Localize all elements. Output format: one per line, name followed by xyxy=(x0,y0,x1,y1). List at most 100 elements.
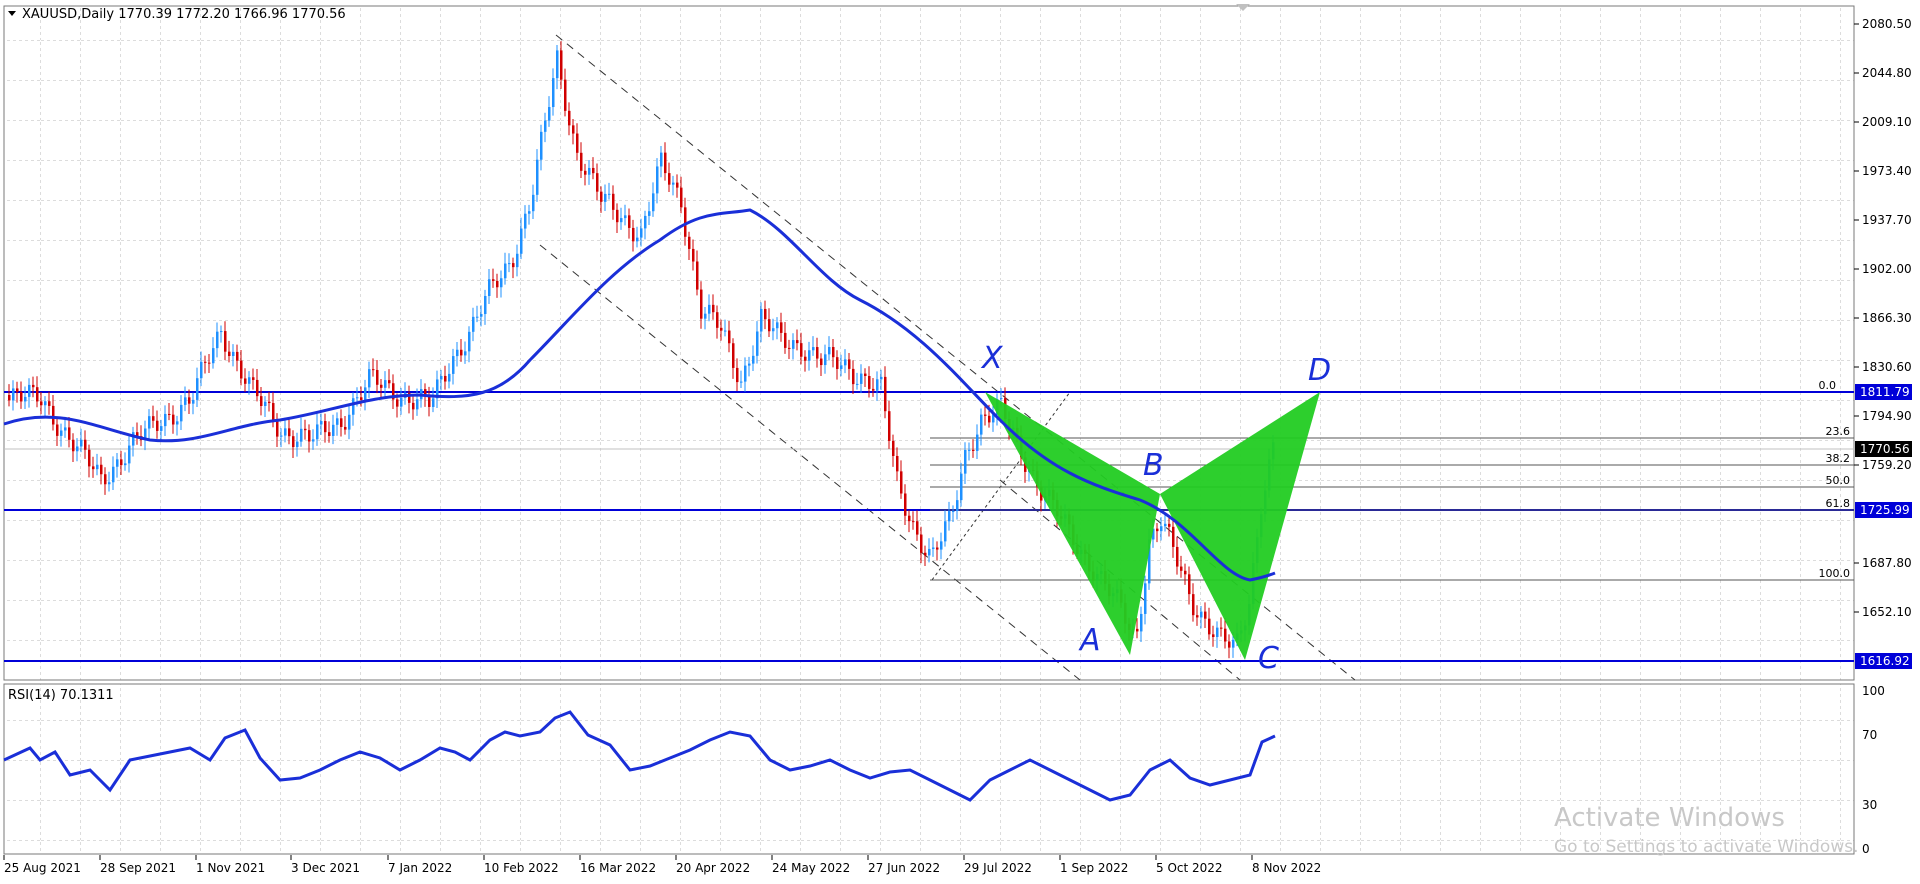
candle-body xyxy=(288,428,291,437)
candle-body xyxy=(484,296,487,315)
candle-body xyxy=(112,466,115,483)
candle-body xyxy=(316,424,319,440)
fib-level-61: 61.8 xyxy=(1826,497,1851,510)
candle-body xyxy=(780,322,783,333)
candle-body xyxy=(312,439,315,442)
candle-body xyxy=(392,383,395,400)
candle-body xyxy=(252,377,255,380)
candle-body xyxy=(1200,611,1203,618)
candle-body xyxy=(408,393,411,403)
date-label: 5 Oct 2022 xyxy=(1156,861,1223,875)
channel-lower-line[interactable] xyxy=(539,244,1081,681)
fib-diagonal-line[interactable] xyxy=(931,391,1071,581)
candle-body xyxy=(220,331,223,333)
candle-body xyxy=(792,340,795,349)
candle-body xyxy=(724,330,727,332)
price-pane[interactable] xyxy=(3,5,1855,681)
candle-body xyxy=(948,511,951,522)
candle-body xyxy=(536,159,539,195)
candle-body xyxy=(968,449,971,451)
candle-body xyxy=(164,413,167,427)
fibonacci-retracement[interactable]: 0.0 23.6 38.2 50.0 61.8 100.0 xyxy=(930,379,1854,581)
candle-body xyxy=(264,401,267,407)
candle-body xyxy=(400,397,403,407)
candle-body xyxy=(20,391,23,402)
candle-body xyxy=(52,405,55,425)
candle-body xyxy=(136,432,139,437)
candle-body xyxy=(892,440,895,456)
candle-body xyxy=(748,363,751,366)
candle-body xyxy=(196,378,199,400)
rsi-level-100: 100 xyxy=(1862,684,1885,698)
candle-body xyxy=(12,388,15,401)
candle-body xyxy=(840,365,843,369)
candle-body xyxy=(664,152,667,174)
candle-body xyxy=(828,347,831,355)
candle-body xyxy=(116,459,119,467)
candle-body xyxy=(1152,528,1155,540)
candle-body xyxy=(784,332,787,348)
candle-body xyxy=(672,182,675,185)
candle-body xyxy=(544,120,547,132)
candle-body xyxy=(296,441,299,448)
candle-body xyxy=(908,515,911,522)
candle-body xyxy=(40,401,43,406)
candle-body xyxy=(1136,628,1139,632)
rsi-level-70: 70 xyxy=(1862,728,1877,742)
candle-body xyxy=(920,534,923,553)
candle-body xyxy=(168,413,171,415)
candle-body xyxy=(596,173,599,192)
candle-body xyxy=(468,331,471,352)
candle-body xyxy=(200,361,203,379)
candle-body xyxy=(896,455,899,472)
candle-body xyxy=(336,418,339,425)
candle-body xyxy=(132,432,135,446)
date-label: 29 Jul 2022 xyxy=(964,861,1032,875)
candle-body xyxy=(156,420,159,431)
candle-body xyxy=(660,152,663,167)
candle-body xyxy=(700,289,703,319)
candle-body xyxy=(728,330,731,344)
candle-body xyxy=(92,466,95,470)
collapse-triangle-icon[interactable] xyxy=(8,11,16,16)
candle-body xyxy=(872,388,875,391)
candle-body xyxy=(328,432,331,436)
candle-body xyxy=(96,464,99,470)
candle-body xyxy=(28,384,31,397)
candle-body xyxy=(320,421,323,425)
rsi-line[interactable] xyxy=(3,710,1276,802)
moving-average-line[interactable] xyxy=(3,208,1276,582)
candle-body xyxy=(48,401,51,406)
candle-body xyxy=(120,459,123,466)
candlestick-series[interactable] xyxy=(8,41,1275,659)
candle-body xyxy=(108,482,111,485)
candle-body xyxy=(904,493,907,516)
candle-body xyxy=(844,359,847,366)
fib-level-0: 0.0 xyxy=(1819,379,1837,392)
harmonic-pattern[interactable] xyxy=(985,392,1320,660)
candle-body xyxy=(592,167,595,174)
candle-body xyxy=(656,166,659,194)
candle-body xyxy=(472,316,475,332)
candle-body xyxy=(324,421,327,433)
point-c-label: C xyxy=(1258,641,1279,676)
date-label: 25 Aug 2021 xyxy=(4,861,81,875)
price-badge-label: 1811.79 xyxy=(1860,385,1910,399)
date-label: 3 Dec 2021 xyxy=(291,861,360,875)
price-tick: 2044.80 xyxy=(1862,66,1912,80)
candle-body xyxy=(68,427,71,440)
candle-body xyxy=(1204,611,1207,619)
candle-body xyxy=(796,340,799,344)
candle-body xyxy=(428,395,431,407)
candle-body xyxy=(244,378,247,384)
candle-body xyxy=(620,218,623,223)
candle-body xyxy=(24,396,27,402)
candle-body xyxy=(60,430,63,436)
candle-body xyxy=(992,414,995,423)
candle-body xyxy=(952,511,955,513)
candle-body xyxy=(380,384,383,388)
candle-body xyxy=(964,450,967,474)
rsi-pane[interactable] xyxy=(3,683,1855,855)
price-badge-label: 1725.99 xyxy=(1860,503,1910,517)
